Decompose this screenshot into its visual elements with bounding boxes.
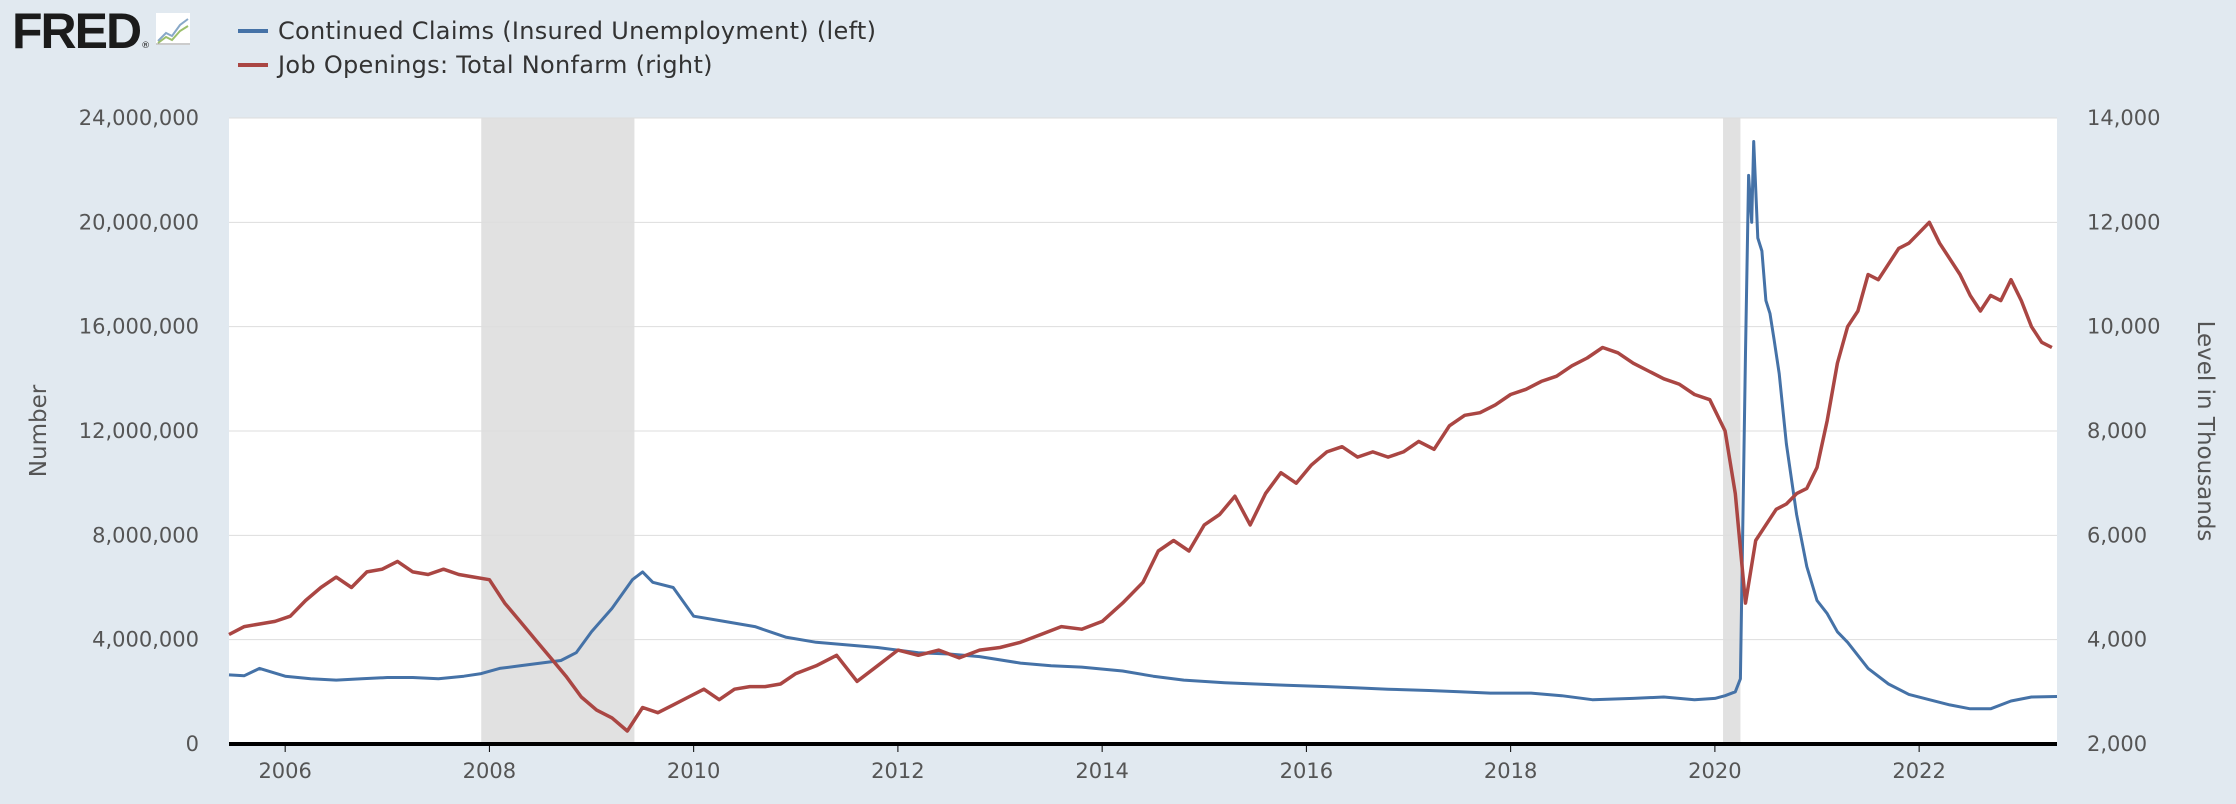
y-right-tick-label-6: 14,000: [2087, 106, 2160, 130]
legend-swatch-continued-claims: [238, 29, 268, 33]
legend-item-continued-claims[interactable]: Continued Claims (Insured Unemployment) …: [238, 14, 876, 48]
registered-mark: ®: [141, 41, 151, 51]
x-tick-label-2014: 2014: [1075, 759, 1128, 783]
y-left-tick-label-1: 4,000,000: [92, 628, 199, 652]
y-left-tick-label-3: 12,000,000: [79, 419, 199, 443]
y-left-tick-label-5: 20,000,000: [79, 210, 199, 234]
x-tick-label-2006: 2006: [258, 759, 311, 783]
line-chart-icon: [156, 13, 191, 49]
legend-label-continued-claims: Continued Claims (Insured Unemployment) …: [278, 17, 877, 45]
series-line-continued-claims: [228, 140, 2058, 711]
y-right-tick-label-4: 10,000: [2087, 315, 2160, 339]
x-tick-label-2012: 2012: [871, 759, 924, 783]
series-lines: [228, 140, 2058, 733]
y-left-tick-label-6: 24,000,000: [79, 106, 199, 130]
y-right-tick-label-3: 8,000: [2087, 419, 2147, 443]
x-tick-label-2018: 2018: [1484, 759, 1537, 783]
y-right-tick-label-2: 6,000: [2087, 523, 2147, 547]
x-axis-ticks: 2006 2008 2010 2012 2014 2016 2018 2020 2022: [258, 744, 1946, 783]
x-tick-label-2008: 2008: [463, 759, 516, 783]
x-tick-label-2020: 2020: [1688, 759, 1741, 783]
y-right-tick-label-5: 12,000: [2087, 210, 2160, 234]
y-axis-right-ticks: 2,000 4,000 6,000 8,000 10,000 12,000 14,000: [2087, 106, 2160, 756]
y-left-tick-label-2: 8,000,000: [92, 523, 199, 547]
legend-label-job-openings: Job Openings: Total Nonfarm (right): [278, 51, 713, 79]
legend-swatch-job-openings: [238, 63, 268, 67]
y-right-tick-label-0: 2,000: [2087, 732, 2147, 756]
series-line-job-openings: [228, 220, 2053, 733]
chart-legend: Continued Claims (Insured Unemployment) …: [238, 14, 876, 82]
x-tick-label-2010: 2010: [667, 759, 720, 783]
y-left-tick-label-0: 0: [186, 732, 199, 756]
x-tick-label-2022: 2022: [1892, 759, 1945, 783]
fred-logo[interactable]: FRED ®: [12, 3, 191, 59]
y-axis-left-ticks: 0 4,000,000 8,000,000 12,000,000 16,000,000 2…: [79, 106, 199, 756]
y-left-tick-label-4: 16,000,000: [79, 315, 199, 339]
y-axis-right-title: Level in Thousands: [2192, 321, 2218, 542]
chart-header: FRED ® Continued Claims (Insured Unemplo…: [0, 0, 2236, 110]
y-axis-left-title: Number: [26, 384, 52, 477]
y-right-tick-label-1: 4,000: [2087, 628, 2147, 652]
fred-logo-text: FRED: [12, 3, 142, 59]
x-tick-label-2016: 2016: [1280, 759, 1333, 783]
legend-item-job-openings[interactable]: Job Openings: Total Nonfarm (right): [238, 48, 876, 82]
gridlines: [229, 117, 2057, 641]
